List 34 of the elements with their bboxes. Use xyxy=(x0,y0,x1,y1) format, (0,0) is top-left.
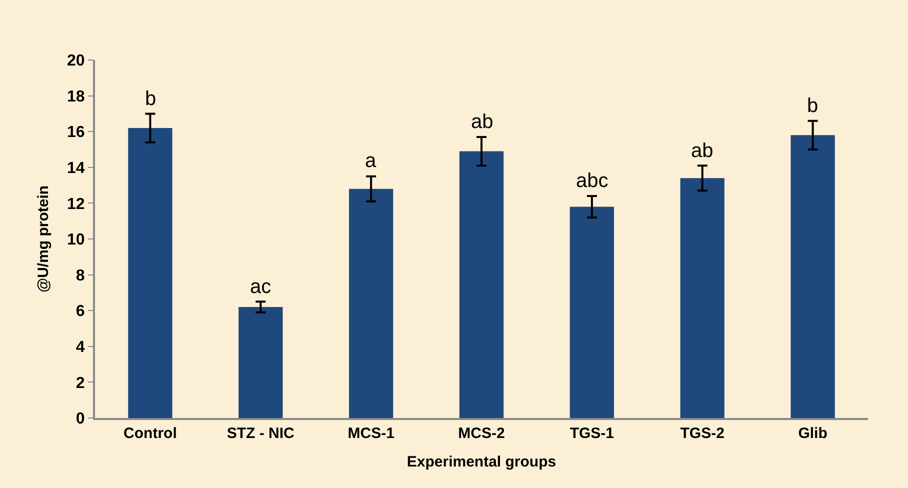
y-tick-label: 0 xyxy=(76,410,85,428)
bar xyxy=(680,178,724,418)
annotation: ac xyxy=(250,276,272,298)
y-tick-label: 14 xyxy=(67,160,85,177)
annotation: b xyxy=(807,95,818,117)
y-tick-label: 2 xyxy=(76,374,85,392)
y-tick-label: 6 xyxy=(76,303,85,320)
x-axis-title: Experimental groups xyxy=(406,454,556,470)
bar xyxy=(128,128,172,418)
x-tick-label: MCS-1 xyxy=(348,425,394,442)
y-tick-label: 8 xyxy=(76,267,85,284)
annotation: abc xyxy=(576,170,608,192)
bar xyxy=(570,206,614,418)
y-tick-label: 16 xyxy=(67,124,85,142)
x-tick-label: TGS-2 xyxy=(680,425,724,442)
x-tick-label: MCS-2 xyxy=(458,425,505,442)
bar xyxy=(238,307,283,418)
x-tick-label: Control xyxy=(124,425,177,442)
annotation: ab xyxy=(691,140,714,162)
bar xyxy=(459,151,504,418)
y-tick-label: 4 xyxy=(76,339,85,356)
annotation: b xyxy=(145,88,156,110)
bar xyxy=(790,135,835,418)
bar xyxy=(348,188,394,418)
x-tick-label: STZ - NIC xyxy=(226,425,295,442)
y-tick-label: 10 xyxy=(67,232,85,249)
y-tick-label: 18 xyxy=(67,88,85,106)
y-tick-label: 12 xyxy=(67,196,85,213)
annotation: a xyxy=(365,150,377,172)
x-tick-label: Glib xyxy=(798,425,828,442)
x-tick-label: TGS-1 xyxy=(570,425,614,442)
y-axis-title: @U/mg protein xyxy=(34,185,52,293)
y-tick-label: 20 xyxy=(67,52,85,70)
annotation: ab xyxy=(471,111,494,133)
